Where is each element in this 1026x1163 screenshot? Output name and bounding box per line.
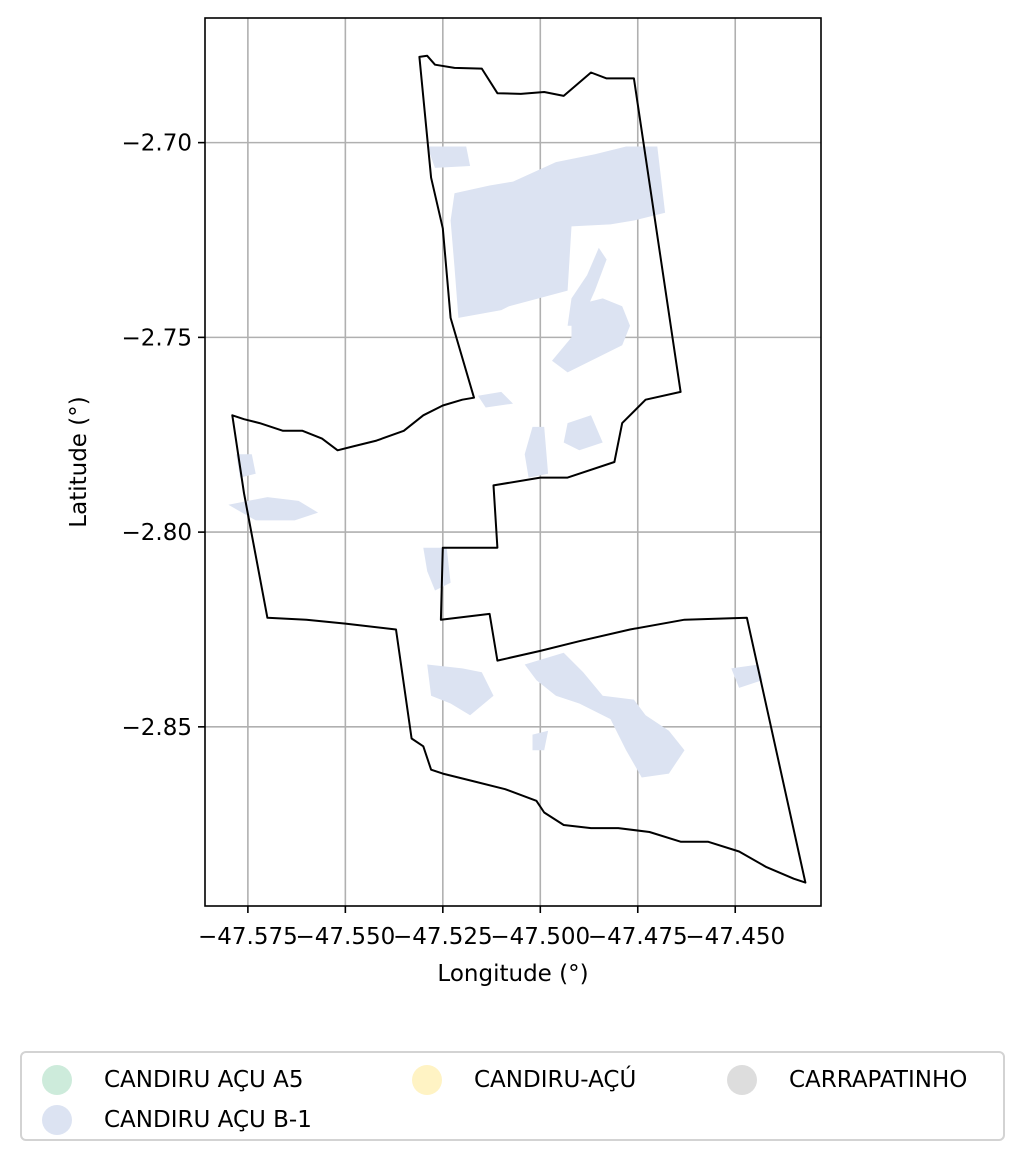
plot-frame — [204, 17, 822, 907]
boundary-outline — [231, 54, 807, 884]
field-polygon — [524, 426, 549, 478]
legend-item-candiru-acu-b1: CANDIRU AÇU B-1 — [42, 1105, 312, 1135]
x-tick-label: −47.500 — [490, 924, 590, 950]
x-tick-label: −47.525 — [393, 924, 493, 950]
field-polygon — [552, 298, 630, 373]
field-polygon — [563, 415, 603, 451]
x-tick-label: −47.550 — [295, 924, 395, 950]
legend-label: CANDIRU-AÇÚ — [474, 1067, 637, 1093]
legend: CANDIRU AÇU A5 CANDIRU AÇU B-1 CANDIRU-A… — [20, 1051, 1005, 1141]
legend-item-candiru-acu: CANDIRU-AÇÚ — [412, 1065, 636, 1095]
legend-marker — [412, 1065, 442, 1095]
y-tick-label: −2.85 — [122, 715, 192, 741]
y-axis-ticks: −2.70 −2.75 −2.80 −2.85 — [122, 131, 205, 741]
legend-marker — [42, 1065, 72, 1095]
legend-label: CANDIRU AÇU B-1 — [104, 1107, 312, 1133]
field-polygon — [423, 547, 451, 591]
field-layers — [228, 146, 763, 778]
y-tick-label: −2.70 — [122, 131, 192, 157]
concession-boundary — [231, 54, 807, 884]
field-polygon — [228, 497, 319, 521]
x-tick-label: −47.475 — [588, 924, 688, 950]
y-tick-label: −2.80 — [122, 520, 192, 546]
x-tick-label: −47.450 — [685, 924, 785, 950]
field-polygon — [450, 146, 666, 318]
legend-label: CARRAPATINHO — [789, 1067, 968, 1093]
legend-marker — [42, 1105, 72, 1135]
y-tick-label: −2.75 — [122, 325, 192, 351]
legend-marker — [727, 1065, 757, 1095]
x-axis-ticks: −47.575−47.550−47.525−47.500−47.475−47.4… — [198, 906, 785, 950]
grid-lines — [205, 18, 821, 906]
x-axis-label: Longitude (°) — [437, 961, 588, 987]
field-polygon — [532, 730, 549, 751]
field-polygon — [524, 652, 685, 778]
legend-item-candiru-acu-a5: CANDIRU AÇU A5 — [42, 1065, 304, 1095]
field-polygon — [477, 391, 513, 408]
field-polygon — [731, 664, 763, 688]
layer-candiru-a-u-b-1 — [228, 146, 763, 778]
legend-item-carrapatinho: CARRAPATINHO — [727, 1065, 967, 1095]
legend-label: CANDIRU AÇU A5 — [104, 1067, 304, 1093]
field-polygon — [427, 664, 494, 716]
field-polygon — [427, 146, 471, 168]
x-tick-label: −47.575 — [198, 924, 298, 950]
y-axis-label: Latitude (°) — [66, 396, 92, 527]
